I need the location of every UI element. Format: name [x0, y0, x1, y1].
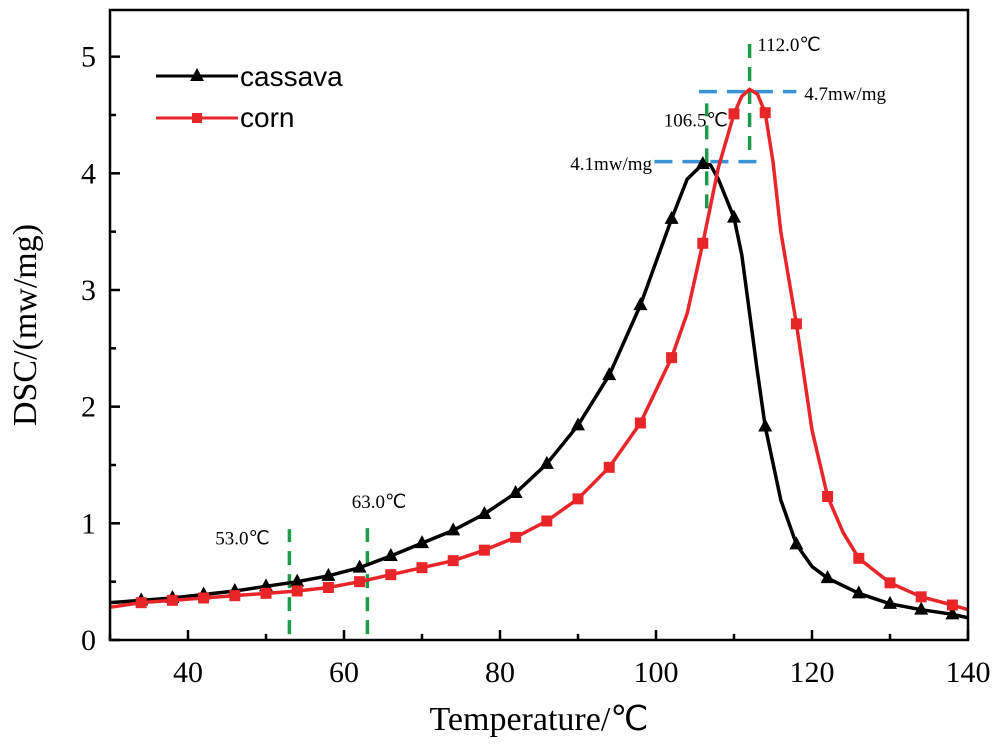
data-point-cassava	[945, 606, 960, 620]
data-point-cassava	[571, 417, 585, 431]
data-point-cassava	[290, 573, 305, 587]
data-point-corn	[572, 493, 584, 505]
data-point-cassava	[539, 455, 554, 469]
annotation-label: 4.1mw/mg	[570, 154, 652, 175]
y-tick-label: 1	[81, 507, 96, 540]
data-point-corn	[853, 552, 865, 564]
data-point-corn	[634, 417, 646, 429]
annotation-label: 63.0℃	[352, 492, 407, 513]
data-point-corn	[510, 531, 522, 543]
x-tick-label: 40	[173, 656, 203, 689]
data-point-cassava	[727, 209, 741, 223]
y-tick-label: 3	[81, 274, 96, 307]
data-point-cassava	[477, 506, 492, 519]
data-point-cassava	[633, 297, 648, 311]
y-axis-title: DSC/(mw/mg)	[7, 224, 44, 426]
legend-label-cassava: cassava	[240, 61, 343, 92]
data-point-corn	[198, 592, 210, 604]
plot-frame	[108, 8, 970, 642]
data-point-corn	[260, 587, 272, 599]
series-line-cassava	[110, 162, 968, 620]
legend-marker-cassava	[190, 68, 204, 81]
data-point-corn	[447, 555, 459, 567]
x-tick-label: 120	[790, 656, 835, 689]
data-point-corn	[416, 562, 428, 574]
annotation-label: 112.0℃	[757, 35, 820, 56]
data-point-cassava	[602, 367, 617, 381]
data-point-corn	[478, 544, 490, 556]
data-point-cassava	[446, 522, 461, 536]
data-point-cassava	[695, 156, 710, 169]
y-tick-label: 4	[81, 157, 96, 190]
data-point-cassava	[321, 567, 336, 581]
data-point-corn	[166, 594, 178, 606]
annotation-label: 106.5℃	[664, 111, 728, 132]
data-point-cassava	[664, 210, 679, 224]
data-point-corn	[759, 107, 771, 119]
x-tick-label: 60	[329, 656, 359, 689]
data-point-cassava	[415, 535, 429, 549]
data-point-corn	[884, 577, 896, 589]
data-point-corn	[541, 515, 553, 527]
data-point-cassava	[789, 536, 804, 550]
data-point-cassava	[883, 595, 897, 609]
data-point-corn	[790, 318, 802, 330]
data-point-corn	[946, 599, 958, 611]
data-point-corn	[291, 585, 303, 597]
data-point-corn	[822, 491, 834, 502]
legend-label-corn: corn	[240, 102, 294, 133]
x-tick-label: 80	[485, 656, 515, 689]
data-point-corn	[915, 591, 927, 603]
data-point-corn	[322, 582, 334, 593]
data-point-corn	[603, 461, 615, 473]
data-point-corn	[135, 597, 147, 609]
legend-marker-corn	[192, 113, 202, 123]
data-point-corn	[354, 576, 366, 588]
data-point-cassava	[508, 485, 523, 498]
data-point-cassava	[758, 418, 773, 432]
data-point-corn	[697, 237, 709, 249]
data-point-corn	[666, 352, 678, 364]
data-point-cassava	[352, 559, 367, 573]
data-point-cassava	[914, 601, 929, 615]
x-tick-label: 140	[946, 656, 991, 689]
annotation-label: 53.0℃	[215, 528, 270, 549]
data-point-corn	[728, 108, 740, 120]
annotation-label: 4.7mw/mg	[804, 84, 886, 105]
data-point-cassava	[820, 570, 835, 584]
y-tick-label: 0	[81, 624, 96, 657]
axes: 53.0℃63.0℃106.5℃112.0℃4.1mw/mg4.7mw/mg40…	[81, 35, 991, 689]
data-point-cassava	[851, 585, 866, 599]
plot-area	[110, 39, 968, 635]
x-axis-title: Temperature/℃	[430, 701, 649, 738]
data-point-corn	[229, 590, 241, 602]
data-point-corn	[385, 569, 397, 581]
y-tick-label: 2	[81, 391, 96, 424]
data-point-cassava	[383, 548, 398, 561]
y-tick-label: 5	[81, 41, 96, 74]
legend: cassava corn	[156, 61, 343, 133]
x-tick-label: 100	[634, 656, 679, 689]
